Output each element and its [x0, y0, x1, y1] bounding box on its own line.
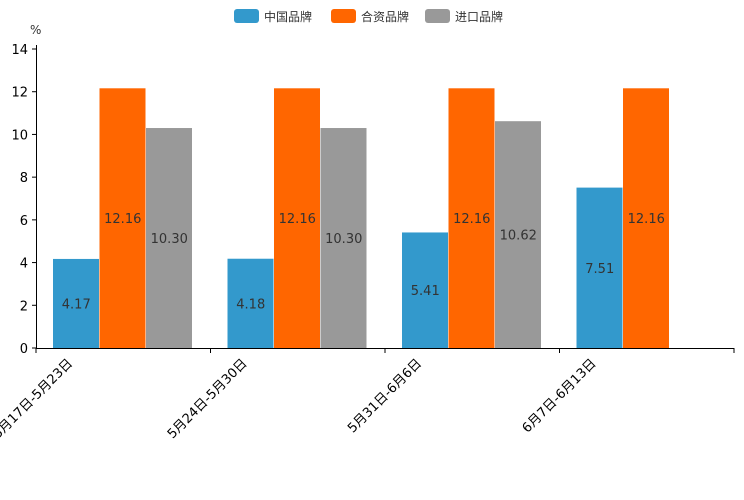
- bar-0-2: [402, 232, 448, 348]
- bar-1-2: [448, 88, 495, 348]
- bar-1-1: [274, 88, 320, 348]
- y-tick-label-4: 8: [20, 171, 28, 186]
- y-tick-label-6: 12: [11, 86, 28, 101]
- data-label-1-3: 12.16: [628, 212, 665, 227]
- data-label-1-1: 12.16: [279, 212, 316, 227]
- bar-1-0: [99, 88, 146, 348]
- legend: 中国品牌 合资品牌 进口品牌: [234, 9, 503, 24]
- bar-2-2: [495, 121, 541, 349]
- x-tick-label-2: 5月31日-6月6日: [345, 356, 425, 436]
- x-tick-label-0: 5月17日-5月23日: [0, 356, 76, 442]
- x-tick-label-1: 5月24日-5月30日: [165, 356, 251, 442]
- bar-0-0: [53, 258, 99, 348]
- legend-swatch-0: [234, 9, 259, 23]
- legend-swatch-1: [331, 9, 356, 23]
- y-tick-label-1: 2: [20, 299, 28, 314]
- data-label-0-1: 4.18: [236, 297, 265, 312]
- y-tick-label-5: 10: [11, 128, 28, 143]
- x-axis: 5月17日-5月23日 5月24日-5月30日 5月31日-6月6日 6月7日-6月1…: [0, 348, 735, 442]
- y-tick-label-3: 6: [20, 214, 28, 229]
- y-tick-label-7: 14: [11, 43, 28, 58]
- legend-swatch-2: [425, 9, 450, 23]
- bars: [53, 88, 669, 349]
- data-label-0-0: 4.17: [62, 297, 91, 312]
- data-label-2-1: 10.30: [325, 232, 362, 247]
- bar-0-3: [576, 187, 623, 348]
- y-axis: 0 2 4 6 8 10 12 14: [11, 43, 37, 357]
- y-tick-label-2: 4: [20, 257, 28, 272]
- x-tick-label-3: 6月7日-6月13日: [520, 356, 600, 436]
- data-label-2-0: 10.30: [151, 232, 188, 247]
- legend-label-1: 合资品牌: [361, 9, 409, 24]
- data-label-1-0: 12.16: [104, 212, 141, 227]
- bar-0-1: [227, 258, 274, 348]
- legend-label-2: 进口品牌: [455, 10, 503, 24]
- data-label-1-2: 12.16: [453, 212, 490, 227]
- data-label-2-2: 10.62: [500, 229, 537, 244]
- y-tick-label-0: 0: [20, 342, 28, 357]
- bar-2-0: [146, 128, 192, 348]
- legend-label-0: 中国品牌: [264, 9, 312, 24]
- data-labels: 4.17 12.16 10.30 4.18 12.16 10.30 5.41 12.16 10.…: [62, 212, 665, 312]
- y-unit-label: %: [30, 23, 41, 37]
- data-label-0-2: 5.41: [411, 284, 440, 299]
- data-label-0-3: 7.51: [585, 262, 614, 277]
- bar-1-3: [623, 88, 669, 348]
- bar-2-1: [320, 128, 367, 348]
